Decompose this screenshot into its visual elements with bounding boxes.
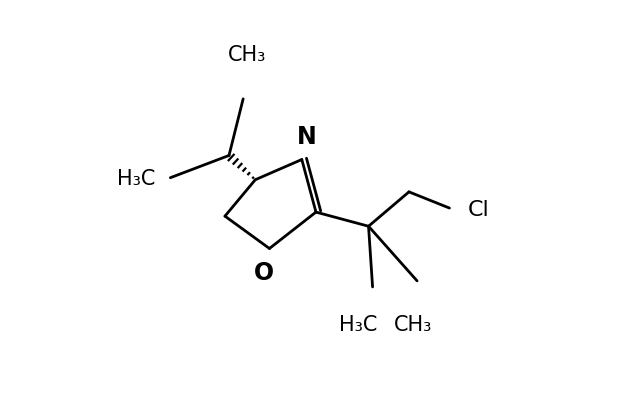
Text: O: O	[254, 260, 275, 284]
Text: CH₃: CH₃	[394, 314, 432, 334]
Text: H₃C: H₃C	[339, 314, 378, 334]
Text: H₃C: H₃C	[117, 168, 156, 188]
Text: CH₃: CH₃	[228, 45, 266, 65]
Text: Cl: Cl	[468, 200, 490, 220]
Text: N: N	[297, 125, 317, 149]
